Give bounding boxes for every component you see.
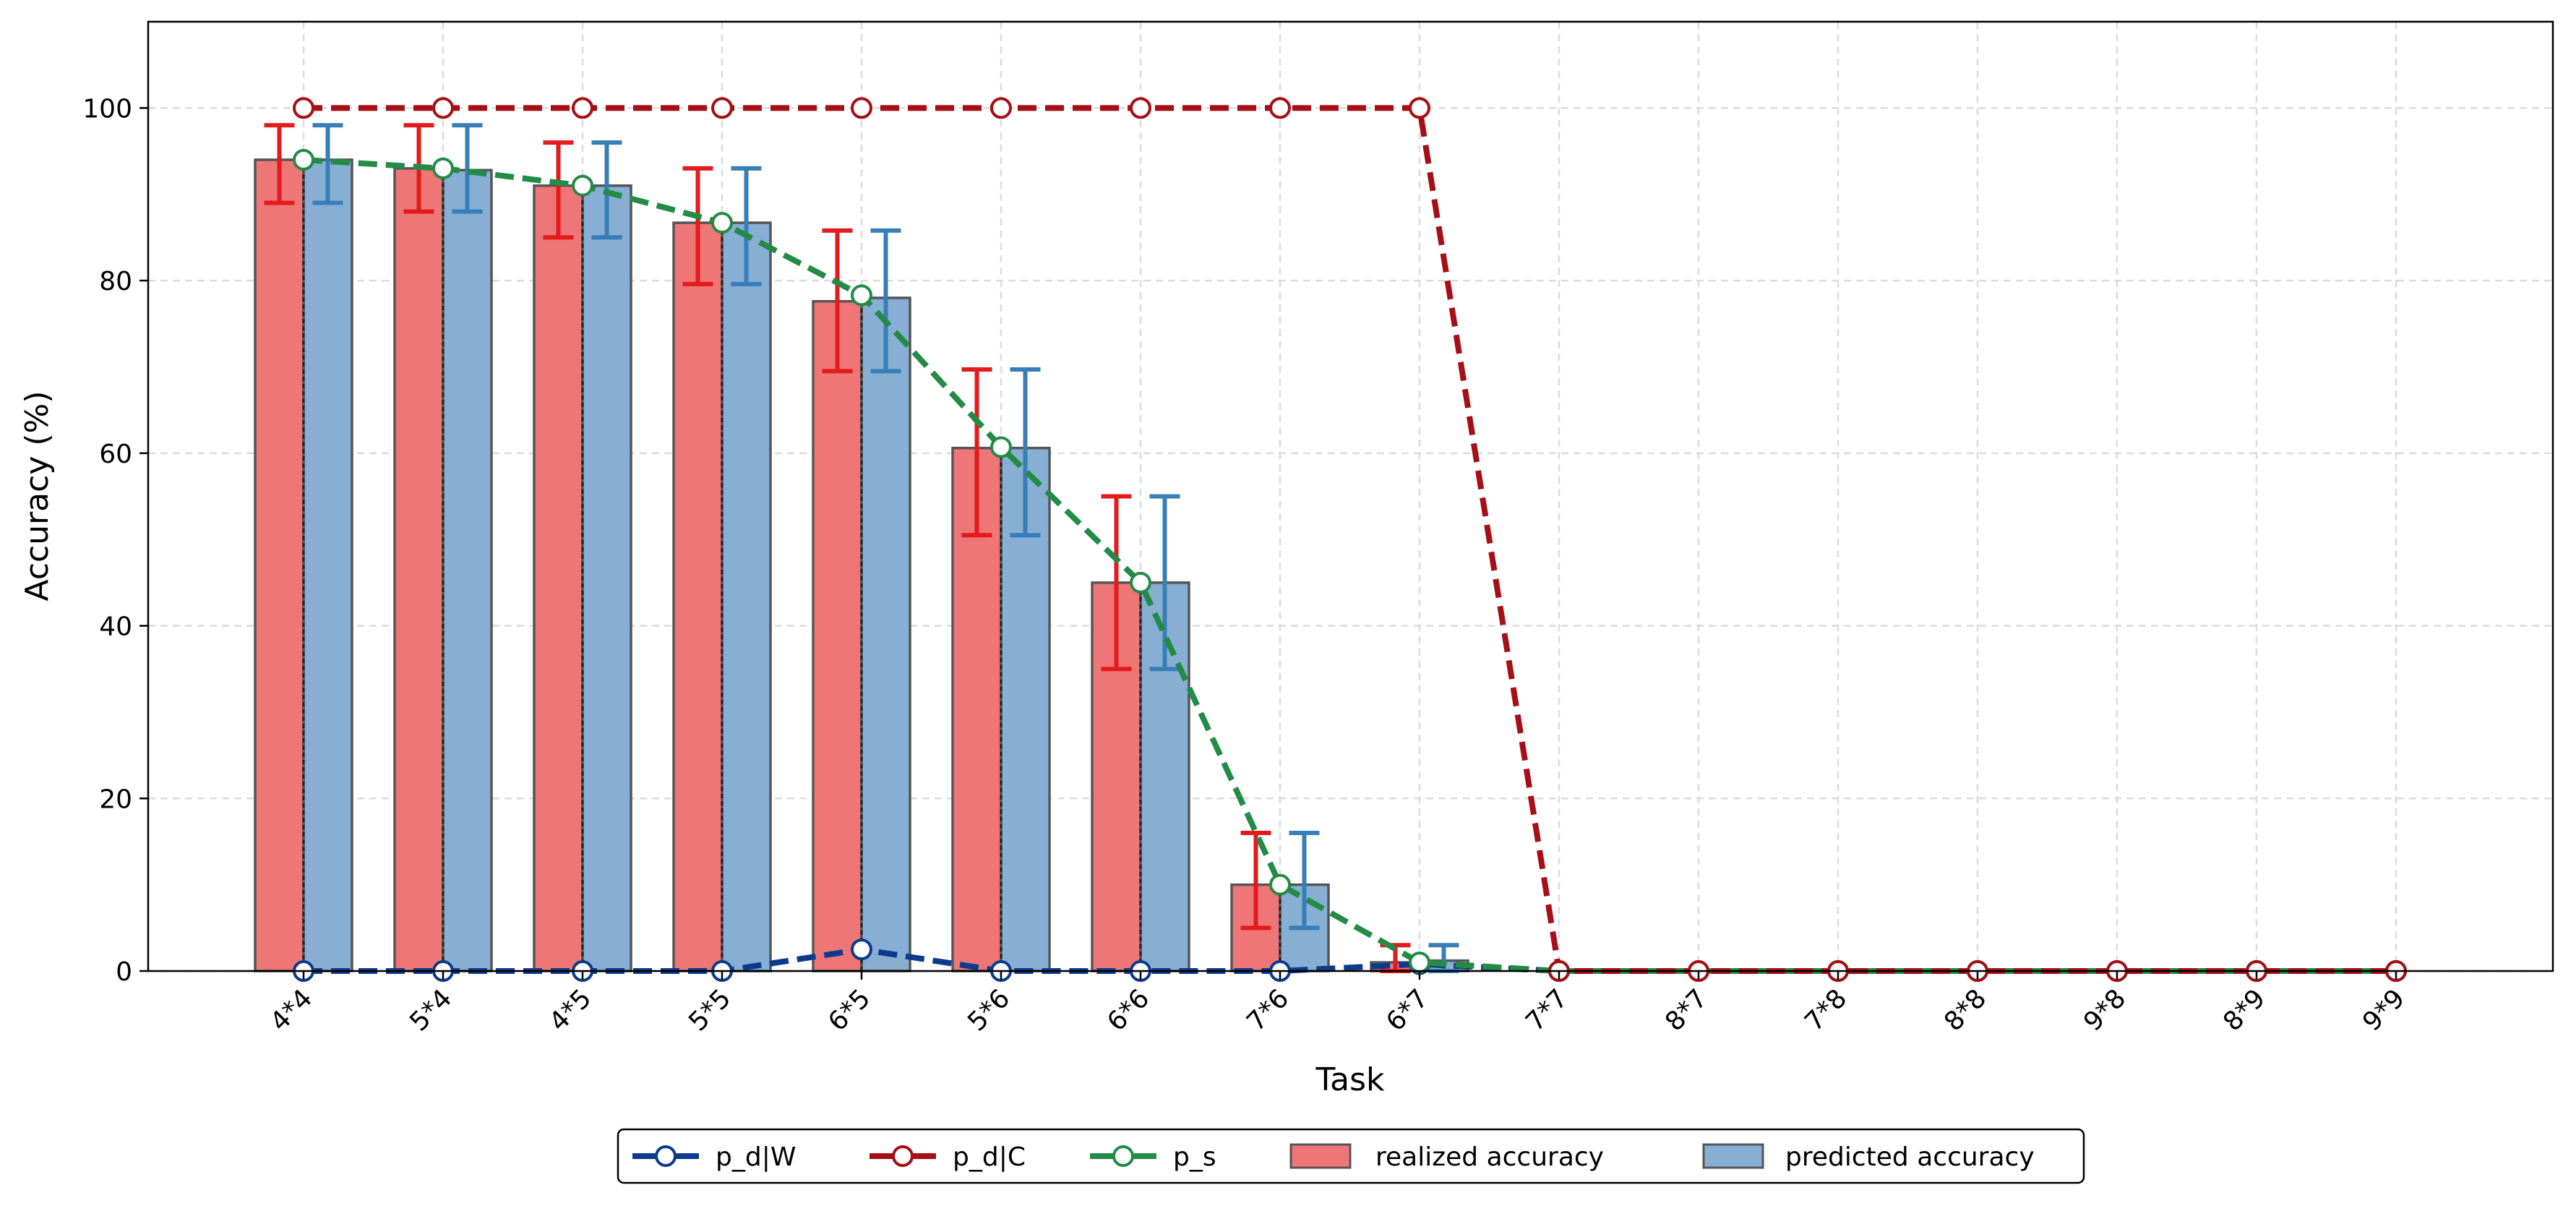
error-bar: [1240, 831, 1271, 931]
legend-bar-swatch: [1289, 1143, 1352, 1169]
x-tick-label: 9*9: [2357, 983, 2410, 1037]
marker-p_s: [1130, 571, 1151, 594]
marker-p_d|C: [432, 97, 454, 119]
error-bar: [543, 140, 574, 240]
error-bar: [870, 228, 901, 374]
legend-label: p_d|C: [953, 1142, 1026, 1172]
x-tick-label: 9*8: [2078, 983, 2131, 1037]
error-bar: [822, 228, 853, 374]
legend-marker-swatch: [892, 1145, 914, 1167]
x-tick-label: 6*6: [1102, 983, 1155, 1037]
x-tick-label: 4*5: [544, 983, 597, 1037]
marker-p_s: [293, 148, 314, 171]
x-tick-label: 5*6: [962, 983, 1016, 1037]
legend-label: p_s: [1173, 1142, 1216, 1172]
x-tick-label: 6*7: [1381, 983, 1434, 1037]
marker-p_s: [432, 157, 454, 179]
marker-p_d|C: [1409, 97, 1430, 119]
y-axis-label: Accuracy (%): [19, 390, 56, 601]
y-tick-label: 100: [82, 94, 132, 124]
plot-frame: [147, 20, 2554, 972]
bar-realized: [533, 184, 584, 972]
marker-p_s: [851, 284, 872, 307]
x-tick-label: 7*8: [1799, 983, 1852, 1037]
y-tick-label: 0: [116, 957, 132, 987]
marker-p_s: [990, 436, 1012, 458]
x-tick-label: 8*7: [1660, 983, 1713, 1037]
marker-p_d|C: [711, 97, 733, 119]
x-tick-label: 7*7: [1520, 983, 1573, 1037]
x-tick-label: 6*5: [823, 983, 876, 1037]
legend: p_d|W p_d|C p_s realized accuracy predicted …: [617, 1128, 2085, 1184]
marker-p_s: [572, 174, 593, 197]
bars: [254, 123, 1469, 973]
legend-label: p_d|W: [716, 1142, 796, 1172]
legend-bar-swatch: [1702, 1143, 1764, 1169]
bar-predicted: [721, 221, 772, 972]
marker-p_s: [1269, 873, 1291, 896]
x-tick-label: 5*4: [404, 983, 458, 1037]
marker-p_s: [711, 212, 733, 234]
legend-marker-swatch: [1112, 1145, 1134, 1167]
marker-p_s: [1409, 951, 1430, 974]
x-tick-label: 5*5: [683, 983, 737, 1037]
bar-realized: [812, 299, 863, 972]
x-tick-label: 8*8: [1939, 983, 1992, 1037]
bar-predicted: [442, 168, 493, 972]
error-bar: [682, 166, 713, 286]
x-tick-label: 4*4: [265, 983, 318, 1037]
marker-p_d|C: [572, 97, 593, 119]
y-tick-label: 60: [99, 440, 132, 469]
y-tick-label: 20: [99, 784, 132, 814]
marker-p_d|C: [851, 97, 872, 119]
grid: [148, 22, 2553, 972]
marker-p_d|W: [851, 938, 872, 961]
bar-realized: [393, 167, 445, 972]
y-tick-label: 40: [99, 612, 132, 642]
error-bar: [961, 367, 992, 538]
x-tick-label: 7*6: [1241, 983, 1295, 1037]
error-bar: [1010, 367, 1041, 538]
x-axis-label: Task: [1315, 1061, 1385, 1098]
bar-predicted: [581, 184, 632, 972]
error-bar: [312, 123, 343, 205]
legend-marker-swatch: [655, 1145, 677, 1167]
error-bar: [452, 123, 483, 214]
legend-label: realized accuracy: [1375, 1142, 1604, 1172]
error-bar: [731, 166, 762, 286]
error-bar: [1289, 831, 1320, 931]
marker-p_d|C: [990, 97, 1012, 119]
marker-p_d|C: [1130, 97, 1151, 119]
y-tick-label: 80: [99, 267, 132, 296]
bar-realized: [672, 221, 724, 972]
bar-predicted: [860, 296, 911, 972]
bar-predicted: [302, 158, 353, 972]
error-bar: [1101, 494, 1132, 672]
marker-p_d|C: [293, 97, 314, 119]
marker-p_d|C: [1269, 97, 1291, 119]
error-bar: [264, 123, 295, 205]
x-tick-label: 8*9: [2217, 983, 2271, 1037]
legend-label: predicted accuracy: [1785, 1142, 2035, 1172]
bar-realized: [254, 158, 305, 972]
